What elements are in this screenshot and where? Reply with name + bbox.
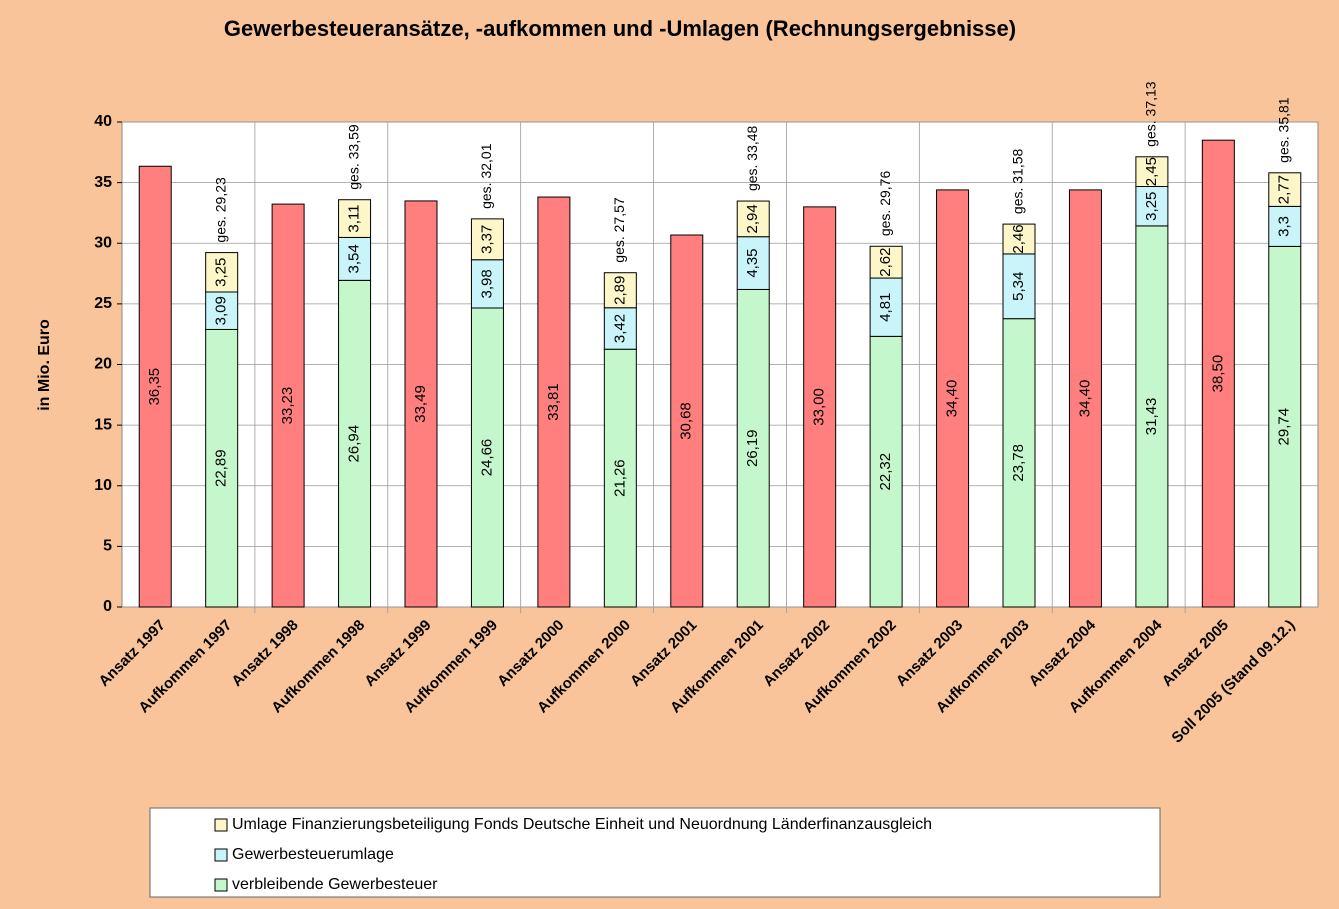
legend-label: Umlage Finanzierungsbeteiligung Fonds De… [232, 816, 932, 833]
value-label: 3,98 [478, 269, 495, 298]
bar-segment [603, 348, 637, 608]
y-tick-label: 30 [94, 234, 112, 251]
total-label: ges. 31,58 [1010, 148, 1026, 214]
y-tick-label: 10 [94, 477, 112, 494]
value-label: 2,94 [744, 204, 761, 233]
chart-title: Gewerbesteueransätze, -aufkommen und -Um… [224, 16, 1016, 41]
legend-swatch [214, 878, 228, 892]
value-label: 26,19 [744, 429, 761, 467]
bar-segment [869, 245, 903, 279]
y-tick-label: 15 [94, 416, 112, 433]
value-label: 22,89 [213, 449, 230, 487]
value-label: 29,74 [1276, 408, 1293, 446]
value-label: 5,34 [1010, 272, 1027, 301]
bar-segment [670, 234, 704, 608]
value-label: 22,32 [877, 453, 894, 491]
bar-segment [1135, 225, 1169, 608]
bar-segment [1201, 139, 1235, 608]
value-label: 3,42 [611, 314, 628, 343]
value-label: 3,11 [346, 205, 363, 233]
value-label: 3,09 [213, 296, 230, 325]
value-label: 31,43 [1143, 398, 1160, 436]
bar-segment [1268, 245, 1302, 608]
total-label: ges. 29,76 [877, 171, 893, 237]
legend-label: verbleibende Gewerbesteuer [232, 876, 438, 893]
value-label: 21,26 [611, 459, 628, 497]
value-label: 23,78 [1010, 444, 1027, 482]
value-label: 3,37 [478, 225, 495, 254]
legend-swatch [214, 848, 228, 862]
bar-segment [1068, 189, 1102, 608]
bar-segment [537, 196, 571, 608]
bar-segment [205, 252, 239, 293]
bar-segment [1002, 223, 1036, 255]
bar-segment [470, 307, 504, 608]
value-label: 38,50 [1209, 355, 1226, 393]
bar-segment [1268, 205, 1302, 247]
bar-segment [338, 199, 372, 238]
y-axis-label: in Mio. Euro [36, 319, 53, 411]
y-tick-label: 25 [94, 295, 112, 312]
bar-segment [205, 328, 239, 608]
bar-segment [1268, 172, 1302, 207]
total-label: ges. 37,13 [1143, 81, 1159, 147]
bar-segment [603, 307, 637, 350]
y-tick-label: 35 [94, 174, 112, 191]
value-label: 4,35 [744, 248, 761, 277]
value-label: 30,68 [678, 402, 695, 440]
value-label: 34,40 [944, 380, 961, 418]
total-label: ges. 32,01 [478, 143, 494, 209]
value-label: 2,89 [611, 276, 628, 305]
value-label: 33,49 [412, 385, 429, 423]
value-label: 4,81 [877, 293, 894, 322]
value-label: 33,00 [811, 388, 828, 426]
bar-segment [736, 200, 770, 238]
bar-segment [338, 279, 372, 608]
value-label: 33,23 [279, 387, 296, 425]
value-label: 2,62 [877, 248, 894, 277]
value-label: 2,77 [1276, 175, 1293, 204]
legend-swatch [214, 818, 228, 832]
value-label: 3,54 [346, 244, 363, 273]
y-tick-label: 5 [103, 538, 112, 555]
bar-segment [404, 200, 438, 608]
legend-label: Gewerbesteuerumlage [232, 846, 394, 863]
bar-segment [803, 206, 837, 608]
value-label: 3,25 [1143, 192, 1160, 221]
total-label: ges. 33,59 [345, 124, 361, 190]
bar-segment [1135, 186, 1169, 227]
total-label: ges. 27,57 [611, 197, 627, 263]
bar-segment [470, 218, 504, 261]
bar-segment [1002, 318, 1036, 608]
bar-segment [338, 236, 372, 281]
y-tick-label: 40 [94, 113, 112, 130]
value-label: 36,35 [146, 368, 163, 406]
y-tick-label: 20 [94, 356, 112, 373]
y-tick-label: 0 [103, 598, 112, 615]
bar-segment [138, 165, 172, 608]
value-label: 24,66 [478, 439, 495, 477]
total-label: ges. 29,23 [212, 177, 228, 243]
total-label: ges. 35,81 [1275, 97, 1291, 163]
value-label: 26,94 [346, 425, 363, 463]
value-label: 2,45 [1143, 157, 1160, 186]
total-label: ges. 33,48 [744, 125, 760, 191]
bar-segment [1135, 156, 1169, 188]
value-label: 3,25 [213, 258, 230, 287]
bar-segment [271, 203, 305, 608]
value-label: 34,40 [1076, 380, 1093, 418]
legend [149, 807, 1161, 898]
bar-segment [603, 272, 637, 309]
value-label: 2,46 [1010, 224, 1027, 253]
value-label: 33,81 [545, 383, 562, 421]
value-label: 3,3 [1276, 216, 1293, 237]
bar-segment [936, 189, 970, 608]
bar-segment [1002, 253, 1036, 320]
